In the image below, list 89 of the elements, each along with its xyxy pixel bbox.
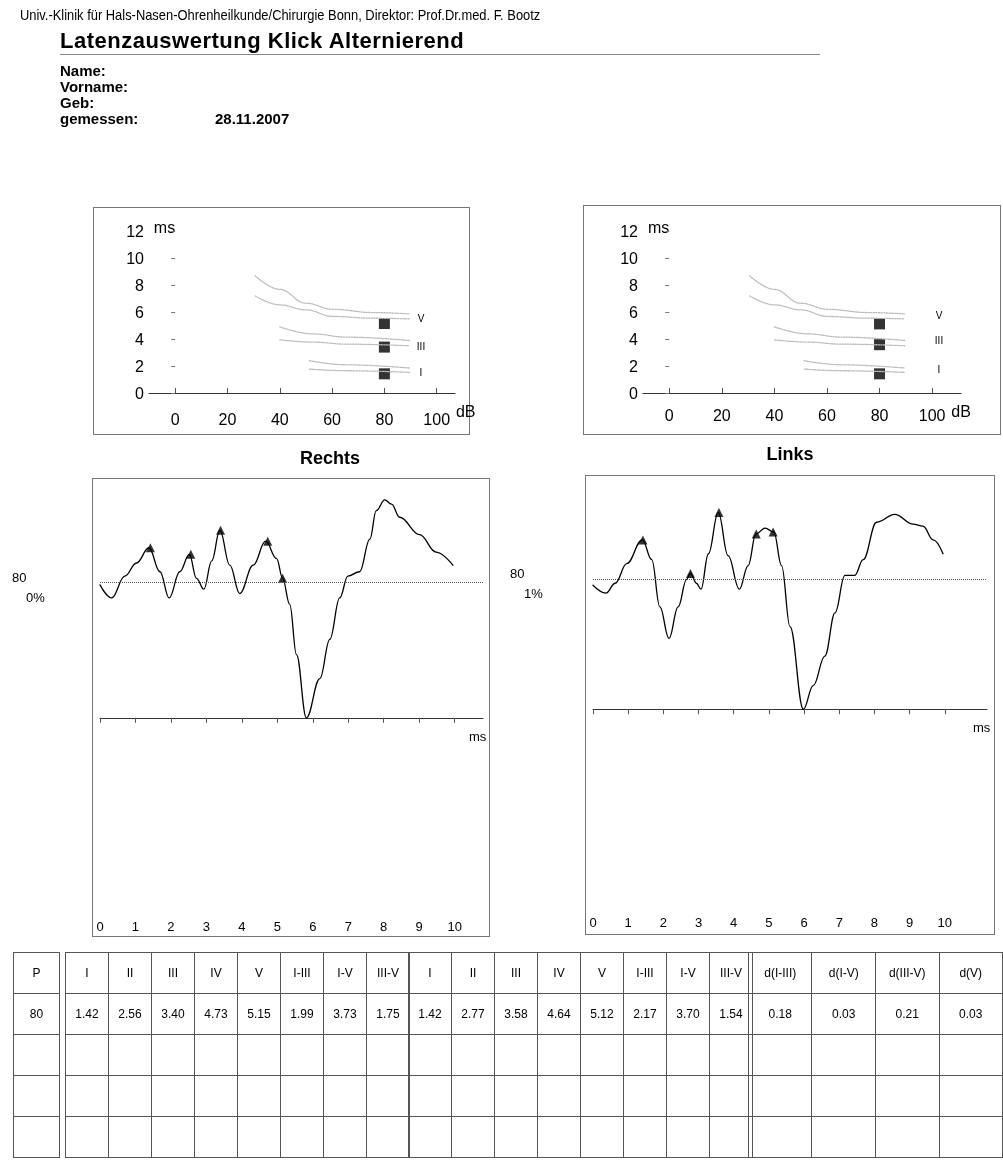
x-tick-label: 1 xyxy=(131,919,140,934)
y-tick-label: 12 xyxy=(126,222,145,240)
text: Name: xyxy=(60,62,106,79)
text: 80 xyxy=(510,566,525,582)
x-tick-label: 0 xyxy=(96,919,104,934)
y-tick-label: 8 xyxy=(135,276,145,294)
x-tick-label: 4 xyxy=(238,919,246,934)
x-tick-label: 3 xyxy=(694,915,703,930)
point xyxy=(378,317,390,329)
y-axis-title: ms xyxy=(153,218,176,236)
line-series xyxy=(279,326,411,342)
x-axis-title: ms xyxy=(469,728,487,744)
x-tick-label: 100 xyxy=(918,406,946,424)
annotation: V xyxy=(935,309,943,321)
x-tick-label: 0 xyxy=(170,410,180,428)
y-axis-title: ms xyxy=(647,218,670,236)
x-tick-label: 7 xyxy=(344,919,352,934)
text: 1% xyxy=(524,586,544,602)
y-tick-label: 10 xyxy=(620,249,639,267)
text: Univ.-Klinik für Hals-Nasen-Ohrenheilkunde/Chirurgie Bonn, Direktor: Prof.Dr.med. F. Bootz xyxy=(20,6,541,23)
annotation: III xyxy=(416,340,426,352)
x-tick-label: 3 xyxy=(202,919,211,934)
x-tick-label: 10 xyxy=(937,915,953,930)
x-tick-label: 40 xyxy=(270,410,289,428)
text: Vorname: xyxy=(60,78,129,95)
x-tick-label: 4 xyxy=(730,915,738,930)
x-tick-label: 8 xyxy=(870,915,879,930)
y-tick-label: 8 xyxy=(629,276,639,294)
x-tick-label: 100 xyxy=(423,410,451,428)
line-series xyxy=(254,295,411,320)
x-tick-label: 1 xyxy=(624,915,632,930)
point xyxy=(751,529,761,539)
x-tick-label: 6 xyxy=(309,919,317,934)
text: 80 xyxy=(12,569,27,585)
y-tick-label: 0 xyxy=(135,384,145,402)
x-axis-title: dB xyxy=(455,402,476,420)
x-tick-label: 2 xyxy=(167,919,175,934)
x-tick-label: 40 xyxy=(765,406,784,424)
y-tick-label: 4 xyxy=(135,330,145,348)
table: P 80 xyxy=(13,952,60,1158)
x-tick-label: 0 xyxy=(664,406,674,424)
x-tick-label: 8 xyxy=(380,919,388,934)
line-series xyxy=(773,326,906,342)
x-tick-label: 5 xyxy=(273,919,281,934)
chart-title: Links xyxy=(766,444,814,464)
line-series xyxy=(749,275,906,315)
annotation: V xyxy=(417,312,425,324)
y-tick-label: 6 xyxy=(629,303,639,321)
annotation: I xyxy=(937,363,941,375)
x-axis-title: dB xyxy=(951,402,971,420)
x-tick-label: 9 xyxy=(905,915,914,930)
annotation: I xyxy=(419,366,423,378)
y-tick-label: 2 xyxy=(629,357,639,375)
x-tick-label: 9 xyxy=(415,919,423,934)
x-tick-label: 80 xyxy=(375,410,394,428)
text: Geb: xyxy=(60,94,95,111)
text: Latenzauswertung Klick Alternierend xyxy=(60,28,820,55)
y-tick-label: 12 xyxy=(620,222,639,240)
x-tick-label: 7 xyxy=(835,915,843,930)
y-tick-label: 4 xyxy=(629,330,639,348)
x-tick-label: 60 xyxy=(818,406,836,424)
text: 0% xyxy=(26,589,46,605)
x-tick-label: 20 xyxy=(712,406,731,424)
table: d(I-III) d(I-V) d(III-V) d(V) 0.18 0.03 0.21 0.03 xyxy=(748,952,1003,1158)
x-axis-title: ms xyxy=(973,720,991,736)
line-series xyxy=(749,295,906,320)
x-tick-label: 80 xyxy=(870,406,889,424)
y-tick-label: 6 xyxy=(135,303,145,321)
line-series xyxy=(254,275,411,315)
point xyxy=(378,368,390,380)
point xyxy=(874,368,886,380)
text: 28.11.2007 xyxy=(215,110,290,127)
x-tick-label: 20 xyxy=(218,410,237,428)
x-tick-label: 2 xyxy=(659,915,667,930)
x-tick-label: 6 xyxy=(800,915,808,930)
table: I II III IV V I-III I-V III-V 1.42 2.77 3.58 4.64 5.12 2.17 3.70 1.54 xyxy=(408,952,753,1158)
table: I II III IV V I-III I-V III-V 1.42 2.56 3.40 4.73 5.15 1.99 3.73 1.75 xyxy=(65,952,410,1158)
x-tick-label: 60 xyxy=(323,410,342,428)
y-tick-label: 2 xyxy=(135,357,145,375)
text: gemessen: xyxy=(60,110,139,127)
chart-title: Rechts xyxy=(299,448,361,468)
x-tick-label: 5 xyxy=(765,915,773,930)
y-tick-label: 10 xyxy=(126,249,145,267)
y-tick-label: 0 xyxy=(629,384,639,402)
x-tick-label: 10 xyxy=(447,919,462,934)
x-tick-label: 0 xyxy=(589,915,597,930)
point xyxy=(874,318,886,330)
annotation: III xyxy=(934,334,944,346)
point xyxy=(263,536,273,546)
